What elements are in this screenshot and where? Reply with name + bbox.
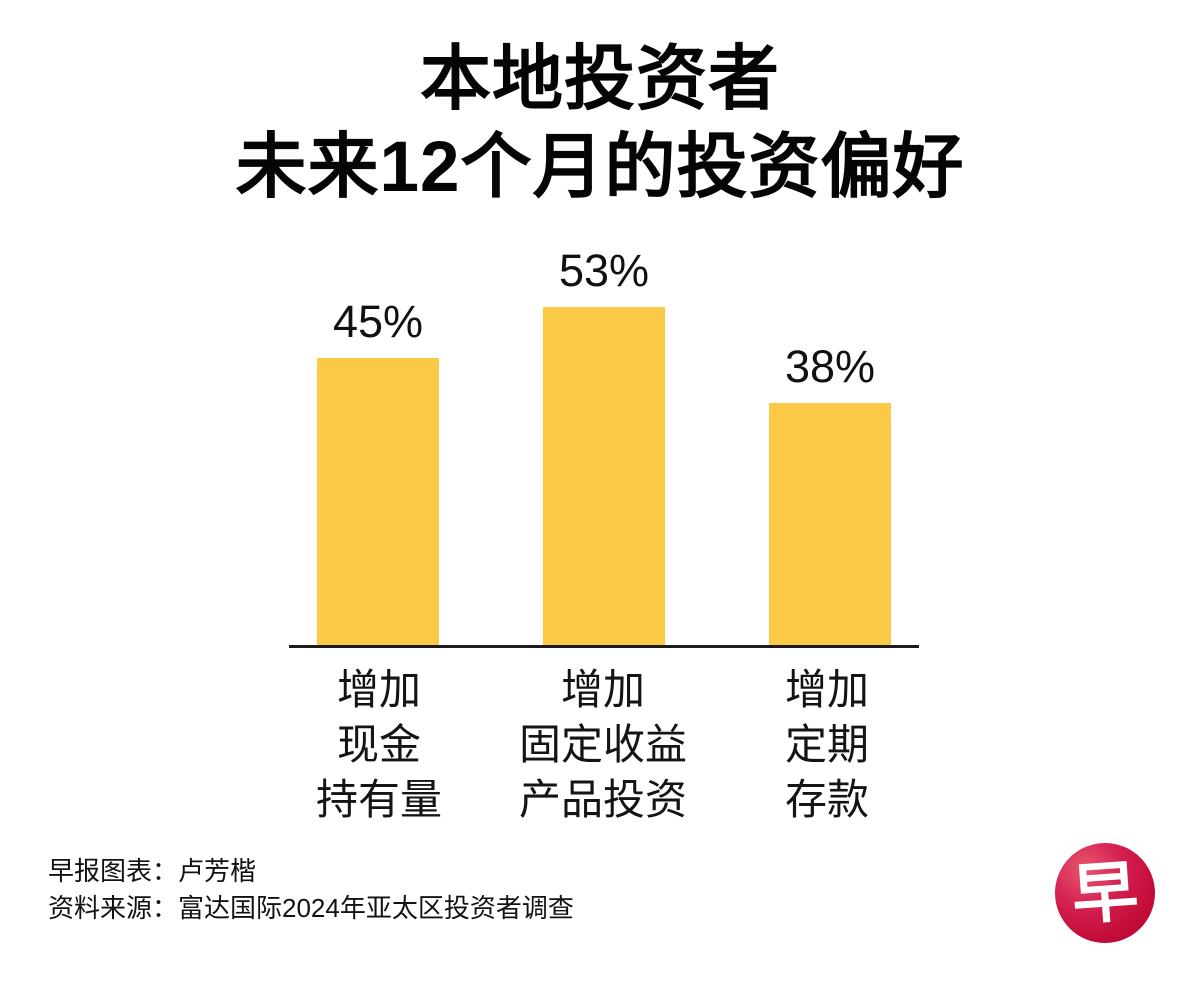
chart-title-line2: 未来12个月的投资偏好: [235, 128, 965, 207]
category-label-fixed-deposit: 增加 定期 存款: [721, 662, 933, 827]
category-labels-row: 增加 现金 持有量 增加 固定收益 产品投资 增加 定期 存款: [273, 662, 933, 827]
chart-title: 本地投资者 未来12个月的投资偏好: [0, 36, 1200, 212]
bar-fixed-deposit: [769, 403, 891, 645]
bar-cash: [317, 358, 439, 645]
footer-source: 资料来源：富达国际2024年亚太区投资者调查: [48, 893, 574, 923]
zaobao-logo-icon: 早: [1055, 843, 1155, 943]
chart-title-line1: 本地投资者: [419, 40, 780, 119]
bar-value-label: 45%: [332, 296, 424, 347]
category-label-line: 产品投资: [518, 776, 687, 823]
bar-group-fixed-income: 53%: [543, 245, 665, 645]
bar-group-cash: 45%: [317, 296, 439, 645]
bar-fixed-income: [543, 307, 665, 645]
category-label-line: 增加: [784, 666, 869, 713]
category-label-line: 增加: [560, 666, 645, 713]
zaobao-logo-character: 早: [1069, 853, 1141, 933]
category-label-cash: 增加 现金 持有量: [273, 662, 485, 827]
category-label-line: 持有量: [315, 776, 442, 823]
category-label-line: 增加: [336, 666, 421, 713]
category-label-line: 固定收益: [518, 721, 687, 768]
category-label-line: 存款: [784, 776, 869, 823]
category-label-line: 定期: [784, 721, 869, 768]
category-label-fixed-income: 增加 固定收益 产品投资: [497, 662, 709, 827]
category-label-line: 现金: [336, 721, 421, 768]
bar-group-fixed-deposit: 38%: [769, 341, 891, 645]
footer-credits: 早报图表：卢芳楷 资料来源：富达国际2024年亚太区投资者调查: [48, 853, 574, 927]
bar-value-label: 38%: [784, 341, 876, 392]
bar-chart-plot-area: 45% 53% 38%: [289, 245, 919, 648]
bar-value-label: 53%: [558, 245, 650, 296]
footer-chart-credit: 早报图表：卢芳楷: [48, 856, 257, 886]
